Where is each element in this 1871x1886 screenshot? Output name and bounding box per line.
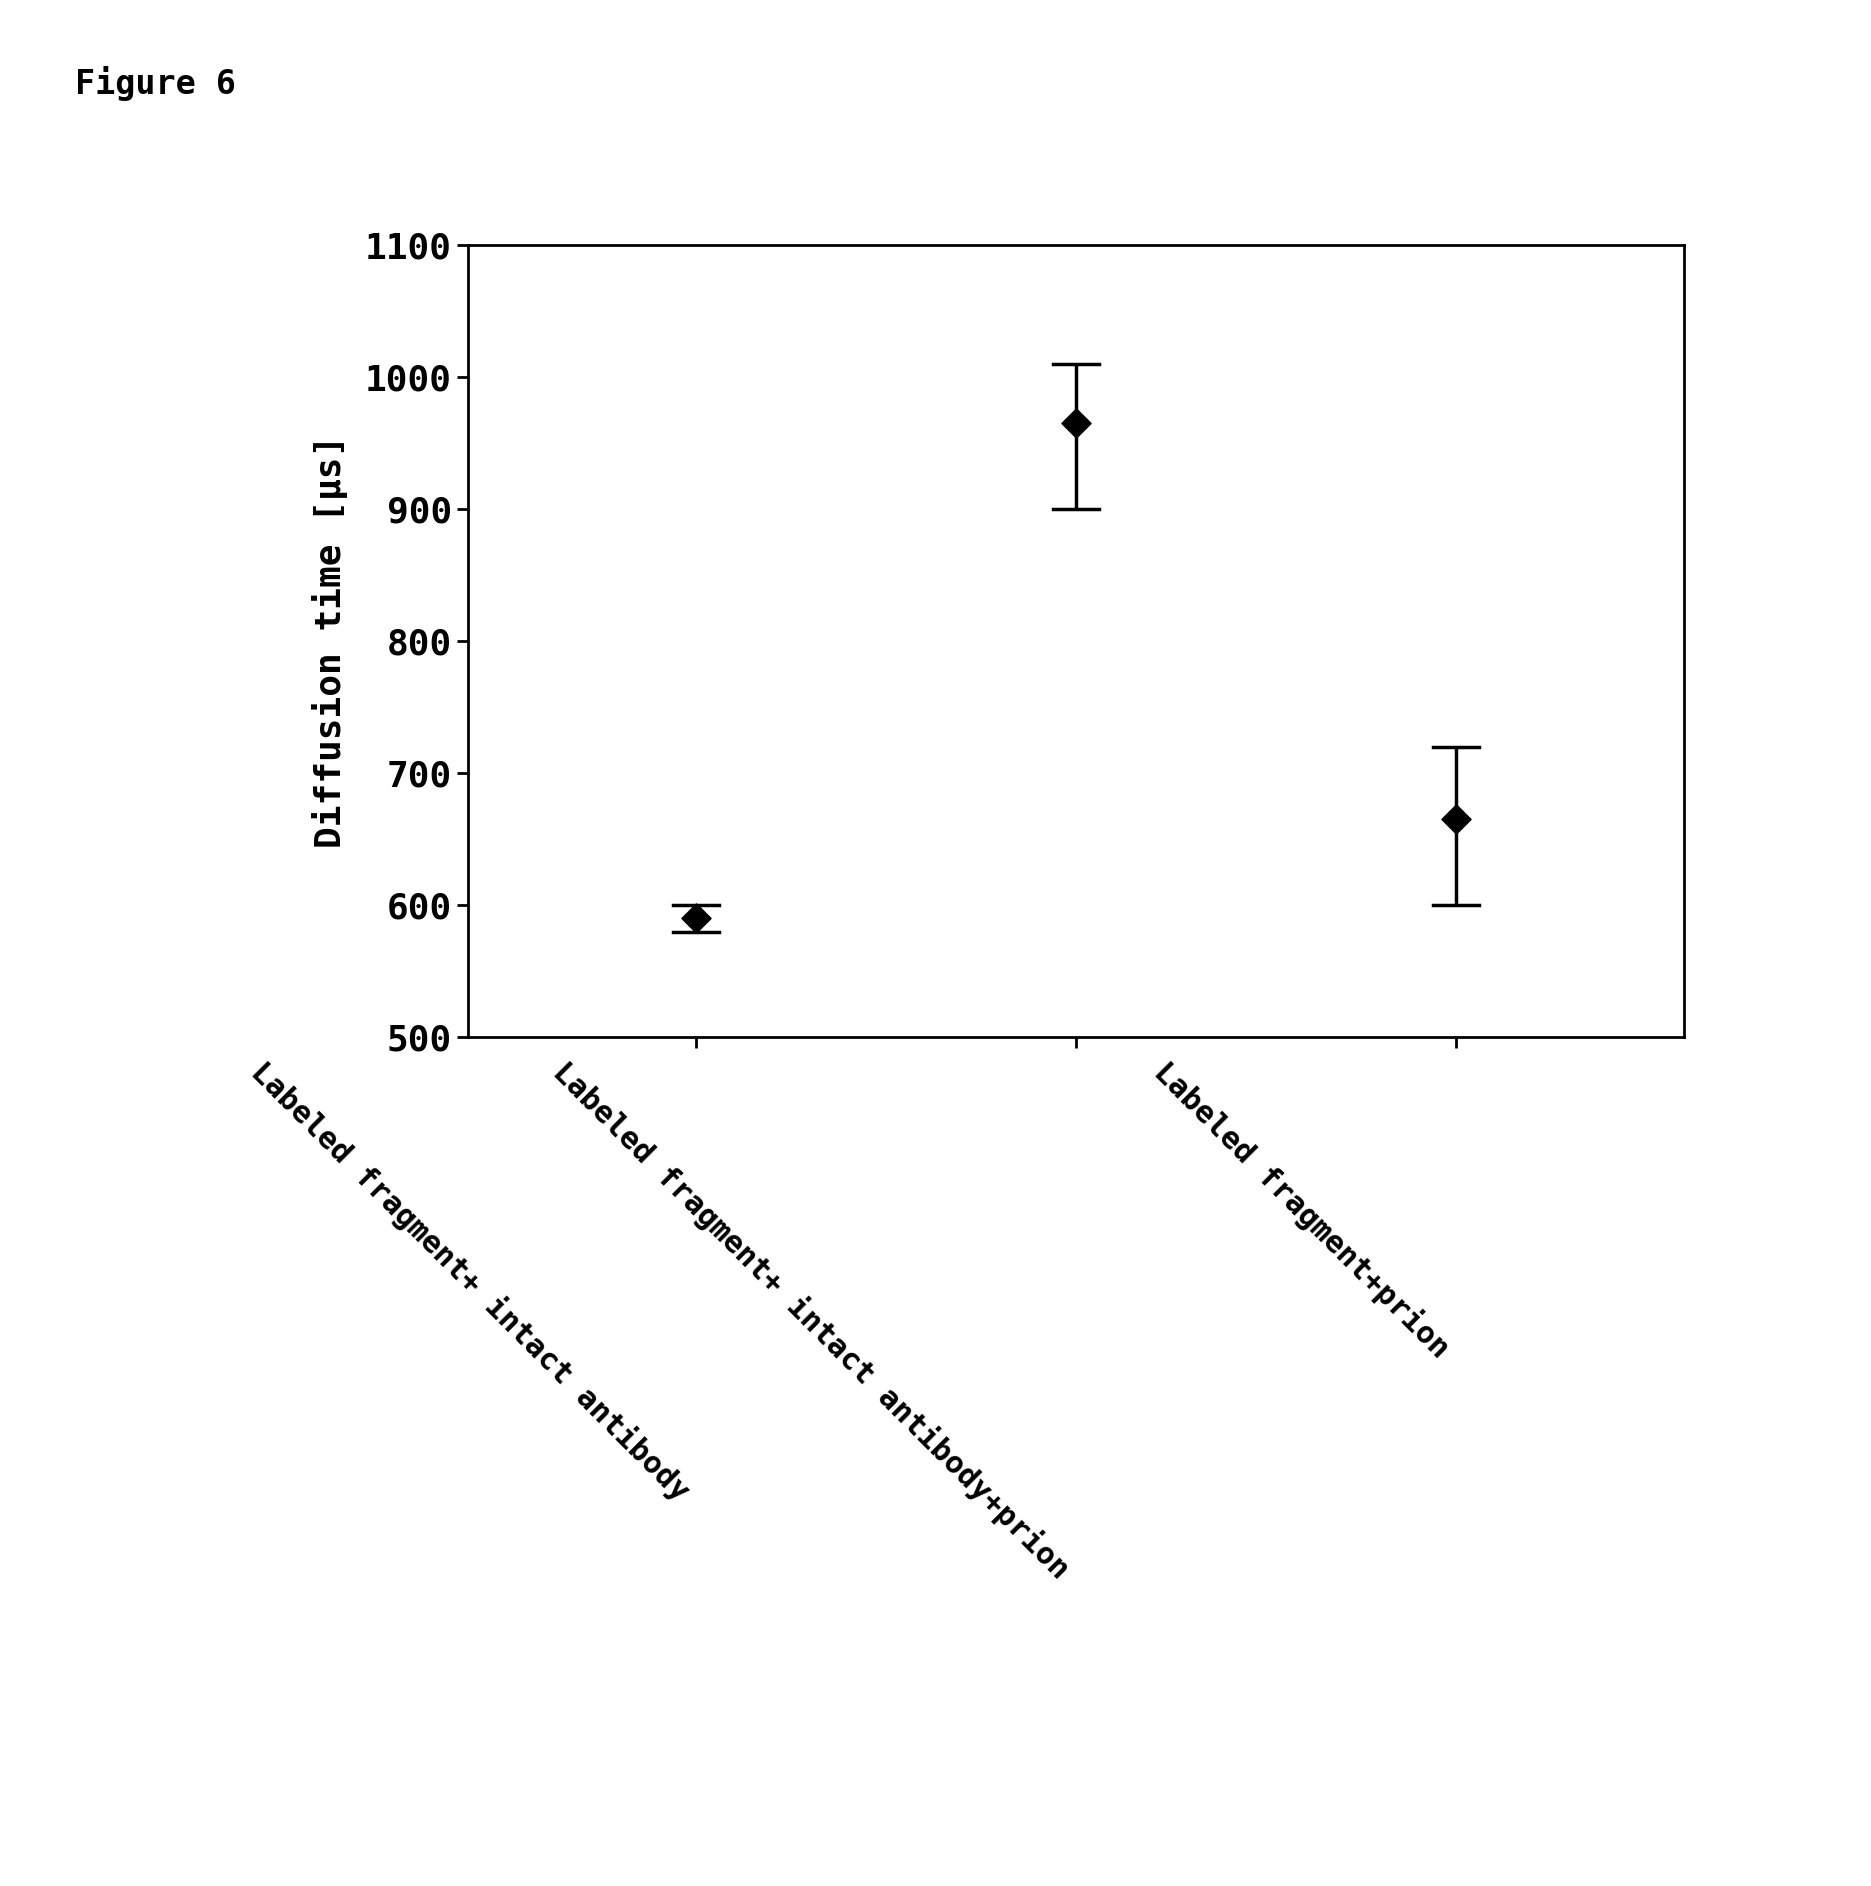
Text: Labeled fragment+prion: Labeled fragment+prion — [1149, 1056, 1456, 1364]
Y-axis label: Diffusion time [μs]: Diffusion time [μs] — [312, 434, 348, 849]
Point — [681, 903, 711, 934]
Text: Figure 6: Figure 6 — [75, 66, 236, 102]
Point — [1441, 803, 1471, 834]
Text: Labeled fragment+ intact antibody: Labeled fragment+ intact antibody — [245, 1056, 696, 1507]
Point — [1061, 407, 1091, 438]
Text: Labeled fragment+ intact antibody+prion: Labeled fragment+ intact antibody+prion — [546, 1056, 1076, 1584]
